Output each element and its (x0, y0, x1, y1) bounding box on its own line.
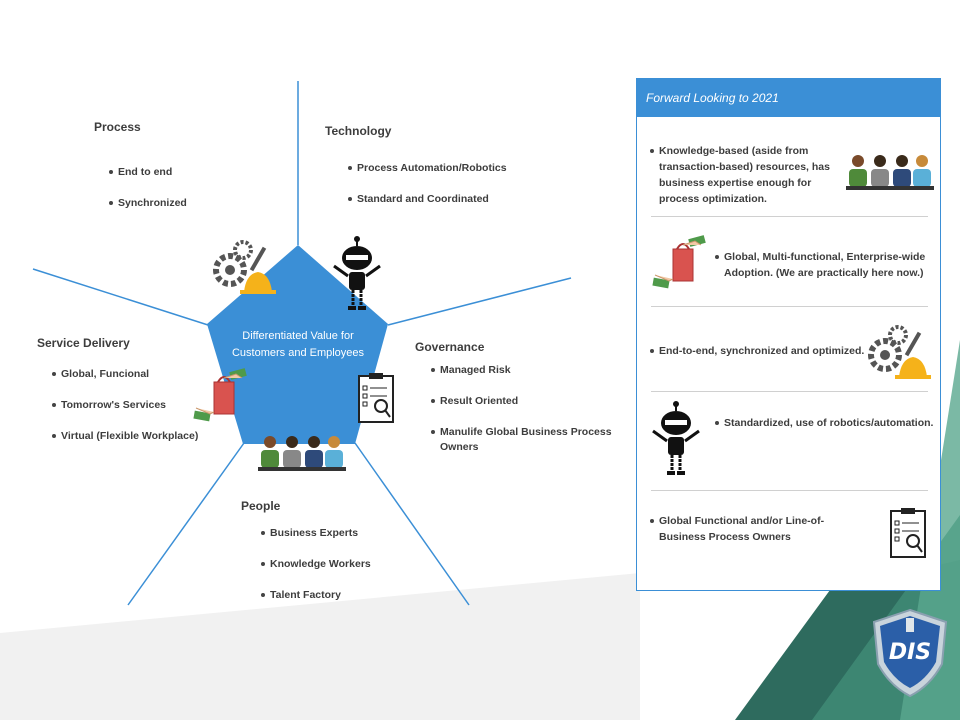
shield-logo-icon (872, 608, 948, 698)
team-people-icon (846, 155, 934, 190)
divider-line (354, 442, 470, 606)
gears-hardhat-icon (868, 325, 931, 379)
panel-divider (651, 216, 928, 217)
panel-title: Forward Looking to 2021 (637, 79, 940, 117)
list-item: End to end (109, 165, 187, 180)
governance-list: Managed Risk Result Oriented Manulife Gl… (431, 363, 616, 471)
list-item: Global, Funcional (52, 367, 198, 382)
process-title: Process (94, 120, 141, 134)
panel-item: Standardized, use of robotics/automation… (715, 415, 939, 431)
service-delivery-title: Service Delivery (37, 336, 130, 350)
service-delivery-list: Global, Funcional Tomorrow's Services Vi… (52, 367, 198, 460)
process-list: End to end Synchronized (109, 165, 187, 227)
money-handshake-icon (193, 368, 247, 422)
divider-line (127, 442, 245, 606)
robot-icon (333, 236, 381, 310)
people-list: Business Experts Knowledge Workers Talen… (261, 526, 371, 619)
logo-text: DIS (888, 640, 932, 665)
list-item: Virtual (Flexible Workplace) (52, 429, 198, 444)
technology-title: Technology (325, 124, 392, 138)
list-item: Managed Risk (431, 363, 616, 378)
clipboard-icon (890, 508, 926, 558)
people-title: People (241, 499, 281, 513)
list-item: Knowledge Workers (261, 557, 371, 572)
panel-divider (651, 306, 928, 307)
clipboard-icon (358, 373, 394, 423)
divider-line (387, 277, 572, 326)
center-pentagon (207, 245, 388, 444)
list-item: Standard and Coordinated (348, 192, 507, 207)
list-item: Result Oriented (431, 394, 616, 409)
list-item: Business Experts (261, 526, 371, 541)
list-item: Process Automation/Robotics (348, 161, 507, 176)
technology-list: Process Automation/Robotics Standard and… (348, 161, 507, 223)
list-item: Tomorrow's Services (52, 398, 198, 413)
center-label: Differentiated Value for Customers and E… (231, 330, 365, 359)
governance-title: Governance (415, 340, 485, 354)
panel-item: Global Functional and/or Line-of-Busines… (650, 513, 869, 545)
gears-hardhat-icon (213, 240, 276, 294)
list-item: Talent Factory (261, 588, 371, 603)
robot-icon (652, 401, 700, 475)
panel-divider (651, 490, 928, 491)
list-item: Manulife Global Business Process Owners (431, 425, 616, 455)
money-handshake-icon (652, 235, 706, 289)
panel-item: Global, Multi-functional, Enterprise-wid… (715, 249, 934, 281)
list-item: Synchronized (109, 196, 187, 211)
panel-item: Knowledge-based (aside from transaction-… (650, 143, 844, 207)
panel-item: End-to-end, synchronized and optimized. (650, 343, 869, 359)
dis-logo: DIS (870, 608, 950, 698)
team-people-icon (258, 436, 346, 471)
panel-divider (651, 391, 928, 392)
forward-looking-panel: Forward Looking to 2021 Knowledge-based … (636, 78, 941, 591)
divider-line (32, 268, 209, 326)
